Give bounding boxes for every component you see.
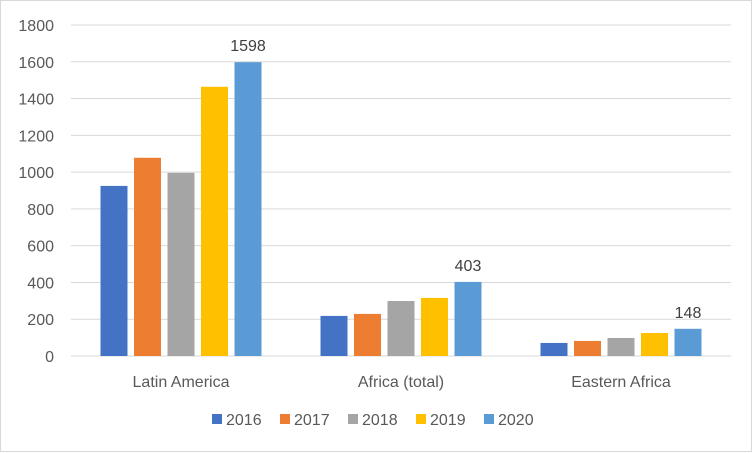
x-category-label: Latin America xyxy=(133,374,230,391)
bar-2017-latin-america xyxy=(134,157,161,356)
y-tick-label: 1000 xyxy=(18,165,54,182)
bar-2017-africa-total- xyxy=(354,313,381,356)
x-axis-category-labels: Latin America Africa (total) Eastern Afric… xyxy=(133,374,671,391)
y-tick-label: 1600 xyxy=(18,55,54,72)
x-category-label: Eastern Africa xyxy=(571,374,671,391)
legend-swatch-2020 xyxy=(484,414,494,424)
bar-2020-africa-total- xyxy=(454,281,482,356)
legend-label-2018: 2018 xyxy=(362,412,398,429)
bar-2018-eastern-africa xyxy=(607,337,635,356)
bar-2019-africa-total- xyxy=(421,297,448,356)
bar-2020-eastern-africa xyxy=(674,328,702,356)
y-tick-label: 1200 xyxy=(18,128,54,145)
y-tick-label: 400 xyxy=(27,275,54,292)
y-tick-label: 800 xyxy=(27,202,54,219)
legend-label-2020: 2020 xyxy=(498,412,534,429)
y-tick-label: 1800 xyxy=(18,18,54,35)
bars xyxy=(100,62,702,356)
bar-2019-eastern-africa xyxy=(641,333,668,356)
bar-2020-latin-america xyxy=(234,62,262,356)
data-label: 403 xyxy=(455,258,482,275)
legend-label-2016: 2016 xyxy=(226,412,262,429)
legend-swatch-2017 xyxy=(280,414,290,424)
bar-2016-africa-total- xyxy=(320,315,348,356)
y-tick-label: 200 xyxy=(27,312,54,329)
data-label: 148 xyxy=(675,305,702,322)
legend: 2016 2017 2018 2019 2020 xyxy=(212,412,534,429)
data-label: 1598 xyxy=(230,38,266,55)
y-tick-label: 0 xyxy=(45,349,54,366)
bar-2018-latin-america xyxy=(167,172,195,356)
x-category-label: Africa (total) xyxy=(358,374,444,391)
legend-swatch-2018 xyxy=(348,414,358,424)
bar-2018-africa-total- xyxy=(387,301,415,356)
bar-2019-latin-america xyxy=(201,86,228,356)
bar-2017-eastern-africa xyxy=(574,340,601,356)
data-labels: 1598 403 148 xyxy=(230,38,701,322)
legend-label-2017: 2017 xyxy=(294,412,330,429)
legend-label-2019: 2019 xyxy=(430,412,466,429)
legend-swatch-2019 xyxy=(416,414,426,424)
y-tick-label: 1400 xyxy=(18,92,54,109)
bar-2016-latin-america xyxy=(100,185,128,356)
y-tick-label: 600 xyxy=(27,239,54,256)
bar-2016-eastern-africa xyxy=(540,342,568,356)
legend-swatch-2016 xyxy=(212,414,222,424)
y-axis-tick-labels: 0 200 400 600 800 1000 1200 1400 1600 1800 xyxy=(18,18,54,366)
